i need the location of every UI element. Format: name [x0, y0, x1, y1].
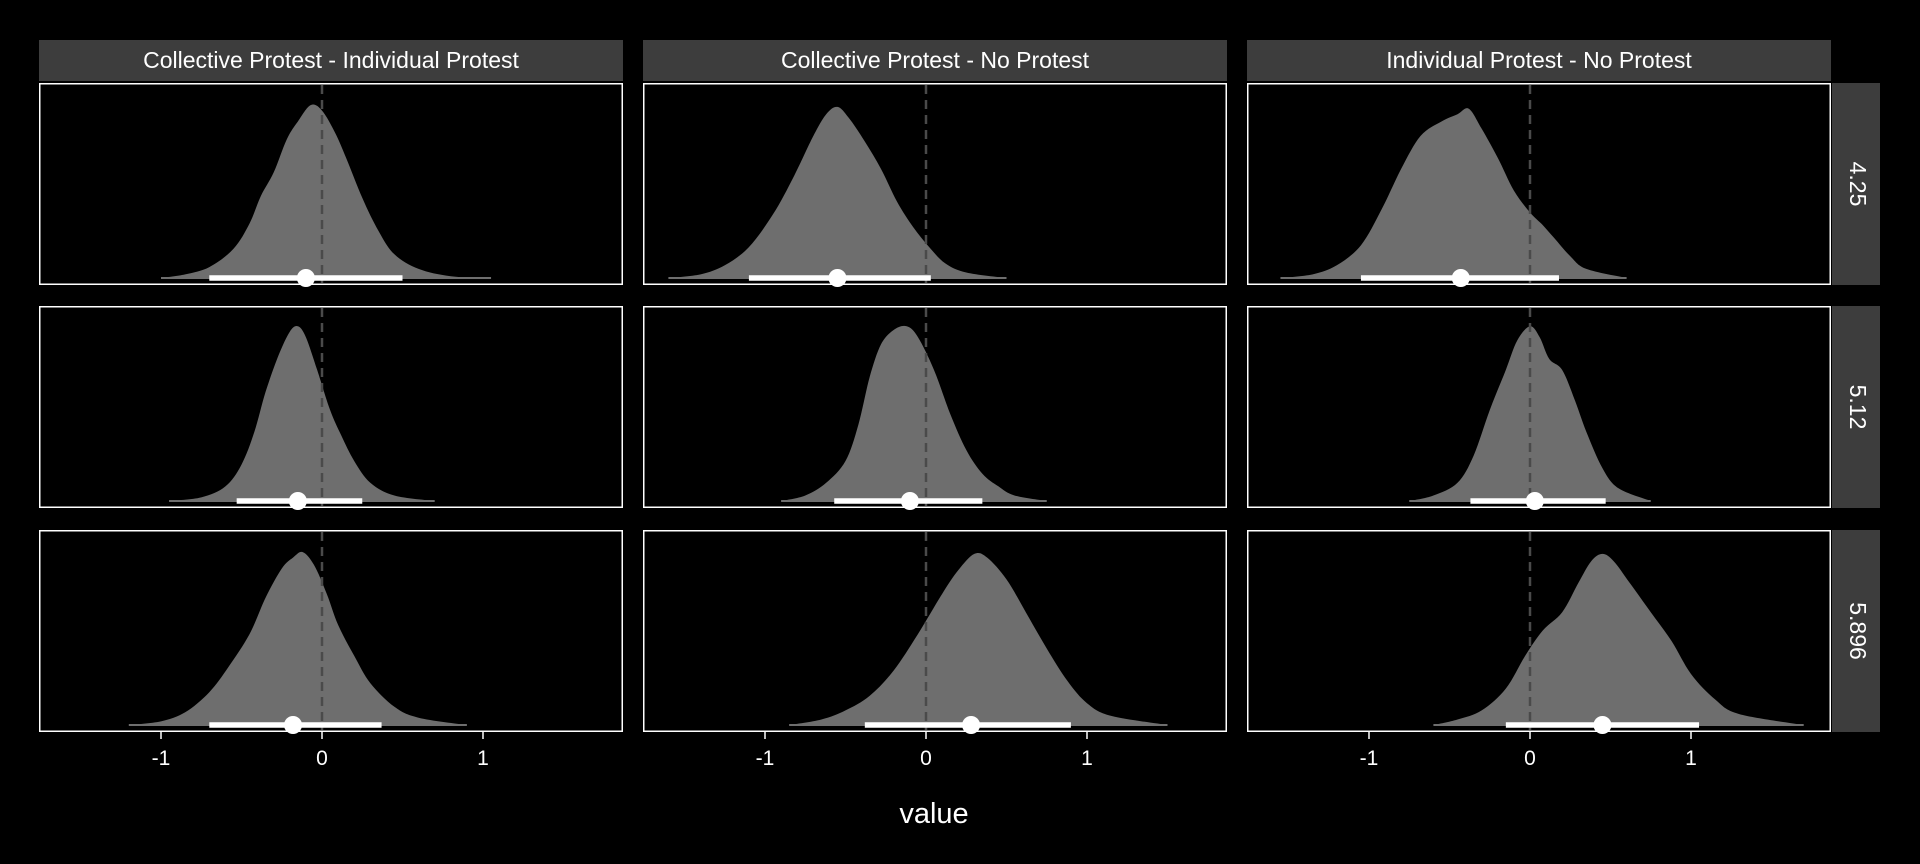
facet-panels: [39, 83, 1831, 734]
density-curve: [1433, 553, 1804, 725]
panel-border: [1247, 83, 1831, 285]
panel-r1-c3: [1247, 83, 1831, 287]
row-strip-label: 5.12: [1845, 385, 1871, 430]
column-strip-3: Individual Protest - No Protest: [1247, 40, 1831, 81]
row-strip-label: 5.896: [1845, 602, 1871, 660]
panel-r2-c2: [643, 306, 1227, 510]
row-strip-label: 4.25: [1845, 162, 1871, 207]
point-estimate: [288, 492, 307, 510]
column-strip-label: Collective Protest - No Protest: [781, 47, 1090, 73]
panel-border: [1247, 306, 1831, 508]
point-estimate: [828, 269, 847, 287]
row-strips: 4.25 5.12 5.896: [1832, 83, 1880, 732]
panel-background: [643, 83, 1227, 285]
panel-r3-c1: [39, 530, 623, 734]
density-curve: [169, 326, 435, 501]
column-strip-2: Collective Protest - No Protest: [643, 40, 1227, 81]
column-strip-bg: [1247, 40, 1831, 81]
panel-r2-c3: [1247, 306, 1831, 510]
panel-r1-c2: [643, 83, 1227, 287]
panel-r2-c1: [39, 306, 623, 510]
x-tick-label: -1: [756, 747, 775, 770]
density-curve: [161, 104, 492, 278]
x-tick-label: 1: [1685, 747, 1697, 770]
point-estimate: [296, 269, 315, 287]
x-tick-label: -1: [152, 747, 171, 770]
row-strip-bg: [1832, 306, 1880, 508]
column-strip-bg: [39, 40, 623, 81]
density-curve: [128, 551, 467, 725]
panel-border: [1247, 530, 1831, 732]
panel-r1-c1: [39, 83, 623, 287]
density-curve: [1280, 108, 1627, 279]
x-axis-column-3: -1 0 1: [1360, 732, 1697, 770]
column-strip-label: Individual Protest - No Protest: [1386, 47, 1692, 73]
row-strip-1: 4.25: [1832, 83, 1880, 285]
panel-r3-c3: [1247, 530, 1831, 734]
row-strip-bg: [1832, 530, 1880, 732]
x-tick-label: 0: [1524, 747, 1536, 770]
panel-r3-c2: [643, 530, 1227, 734]
column-strips: Collective Protest - Individual Protest C…: [39, 40, 1831, 81]
point-estimate: [962, 716, 981, 734]
x-tick-label: 0: [920, 747, 932, 770]
x-axis-column-1: -1 0 1: [152, 732, 489, 770]
panel-border: [643, 83, 1227, 285]
panel-border: [39, 306, 623, 508]
point-estimate: [1593, 716, 1612, 734]
column-strip-bg: [643, 40, 1227, 81]
x-axis-title: value: [899, 798, 968, 830]
row-strip-3: 5.896: [1832, 530, 1880, 732]
x-axis-column-2: -1 0 1: [756, 732, 1093, 770]
density-curve: [789, 552, 1168, 725]
point-estimate: [284, 716, 303, 734]
panel-border: [39, 83, 623, 285]
column-strip-1: Collective Protest - Individual Protest: [39, 40, 623, 81]
x-tick-label: -1: [1360, 747, 1379, 770]
x-axes: -1 0 1 -1 0 1 -1 0 1: [152, 732, 1697, 770]
density-curve: [668, 106, 1007, 278]
panel-border: [643, 306, 1227, 508]
row-strip-bg: [1832, 83, 1880, 285]
x-tick-label: 0: [316, 747, 328, 770]
point-estimate: [1451, 269, 1470, 287]
point-estimate: [1525, 492, 1544, 510]
row-strip-2: 5.12: [1832, 306, 1880, 508]
panel-border: [643, 530, 1227, 732]
x-tick-label: 1: [477, 747, 489, 770]
x-tick-label: 1: [1081, 747, 1093, 770]
column-strip-label: Collective Protest - Individual Protest: [143, 47, 519, 73]
point-estimate: [900, 492, 919, 510]
panel-border: [39, 530, 623, 732]
density-curve: [781, 325, 1047, 501]
